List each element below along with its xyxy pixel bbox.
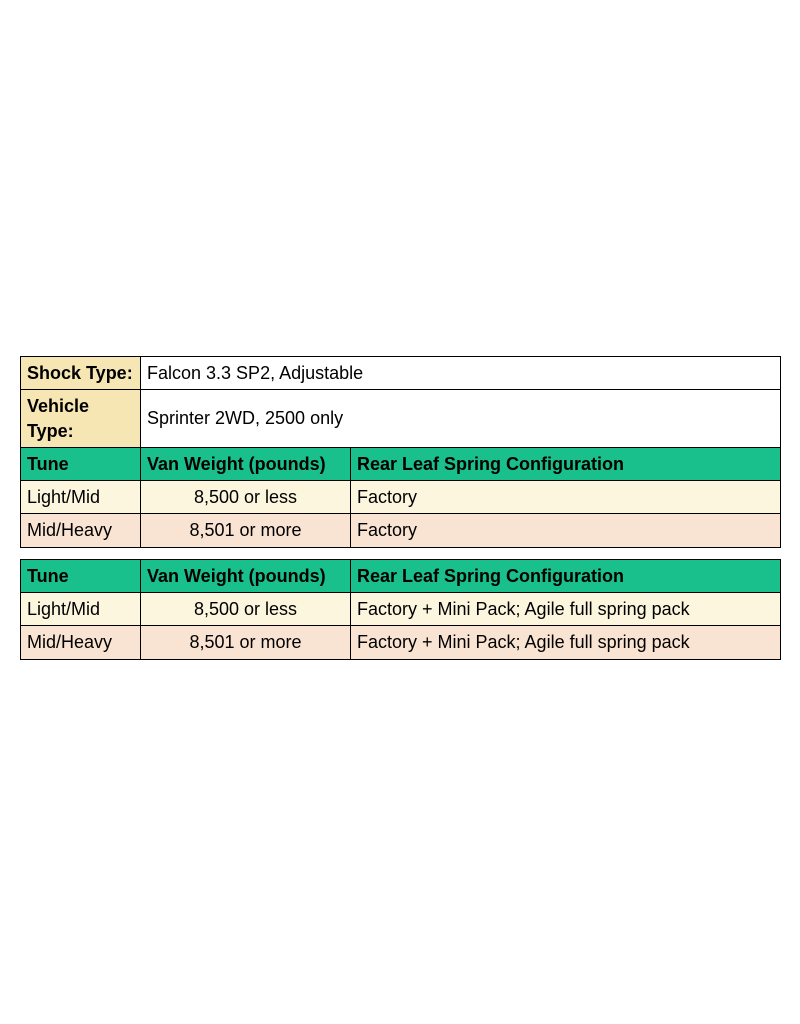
table2-row0-config: Factory + Mini Pack; Agile full spring p… [351, 593, 781, 626]
table2-row1-config: Factory + Mini Pack; Agile full spring p… [351, 626, 781, 659]
table-row: Mid/Heavy 8,501 or more Factory + Mini P… [21, 626, 781, 659]
table2-header-row: Tune Van Weight (pounds) Rear Leaf Sprin… [21, 559, 781, 592]
table1-row0-config: Factory [351, 481, 781, 514]
table2-row1-weight: 8,501 or more [141, 626, 351, 659]
upper-table: Shock Type: Falcon 3.3 SP2, Adjustable V… [20, 356, 781, 660]
table1-row0-weight: 8,500 or less [141, 481, 351, 514]
table1-header-tune: Tune [21, 447, 141, 480]
vehicle-type-value: Sprinter 2WD, 2500 only [141, 390, 781, 448]
table-gap [21, 547, 781, 559]
table1-header-row: Tune Van Weight (pounds) Rear Leaf Sprin… [21, 447, 781, 480]
shock-type-row: Shock Type: Falcon 3.3 SP2, Adjustable [21, 357, 781, 390]
page: Shock Type: Falcon 3.3 SP2, Adjustable V… [0, 0, 800, 1024]
table2-row1-tune: Mid/Heavy [21, 626, 141, 659]
table2-header-tune: Tune [21, 559, 141, 592]
table1-row0-tune: Light/Mid [21, 481, 141, 514]
shock-type-value: Falcon 3.3 SP2, Adjustable [141, 357, 781, 390]
table-row: Light/Mid 8,500 or less Factory + Mini P… [21, 593, 781, 626]
table2-header-weight: Van Weight (pounds) [141, 559, 351, 592]
spec-sheet: Shock Type: Falcon 3.3 SP2, Adjustable V… [20, 356, 780, 660]
shock-type-label: Shock Type: [21, 357, 141, 390]
table2-header-config: Rear Leaf Spring Configuration [351, 559, 781, 592]
table1-row1-weight: 8,501 or more [141, 514, 351, 547]
table2-row0-weight: 8,500 or less [141, 593, 351, 626]
table1-header-weight: Van Weight (pounds) [141, 447, 351, 480]
table-row: Light/Mid 8,500 or less Factory [21, 481, 781, 514]
table2-row0-tune: Light/Mid [21, 593, 141, 626]
table1-row1-tune: Mid/Heavy [21, 514, 141, 547]
table1-row1-config: Factory [351, 514, 781, 547]
vehicle-type-row: Vehicle Type: Sprinter 2WD, 2500 only [21, 390, 781, 448]
table1-header-config: Rear Leaf Spring Configuration [351, 447, 781, 480]
vehicle-type-label: Vehicle Type: [21, 390, 141, 448]
table-row: Mid/Heavy 8,501 or more Factory [21, 514, 781, 547]
